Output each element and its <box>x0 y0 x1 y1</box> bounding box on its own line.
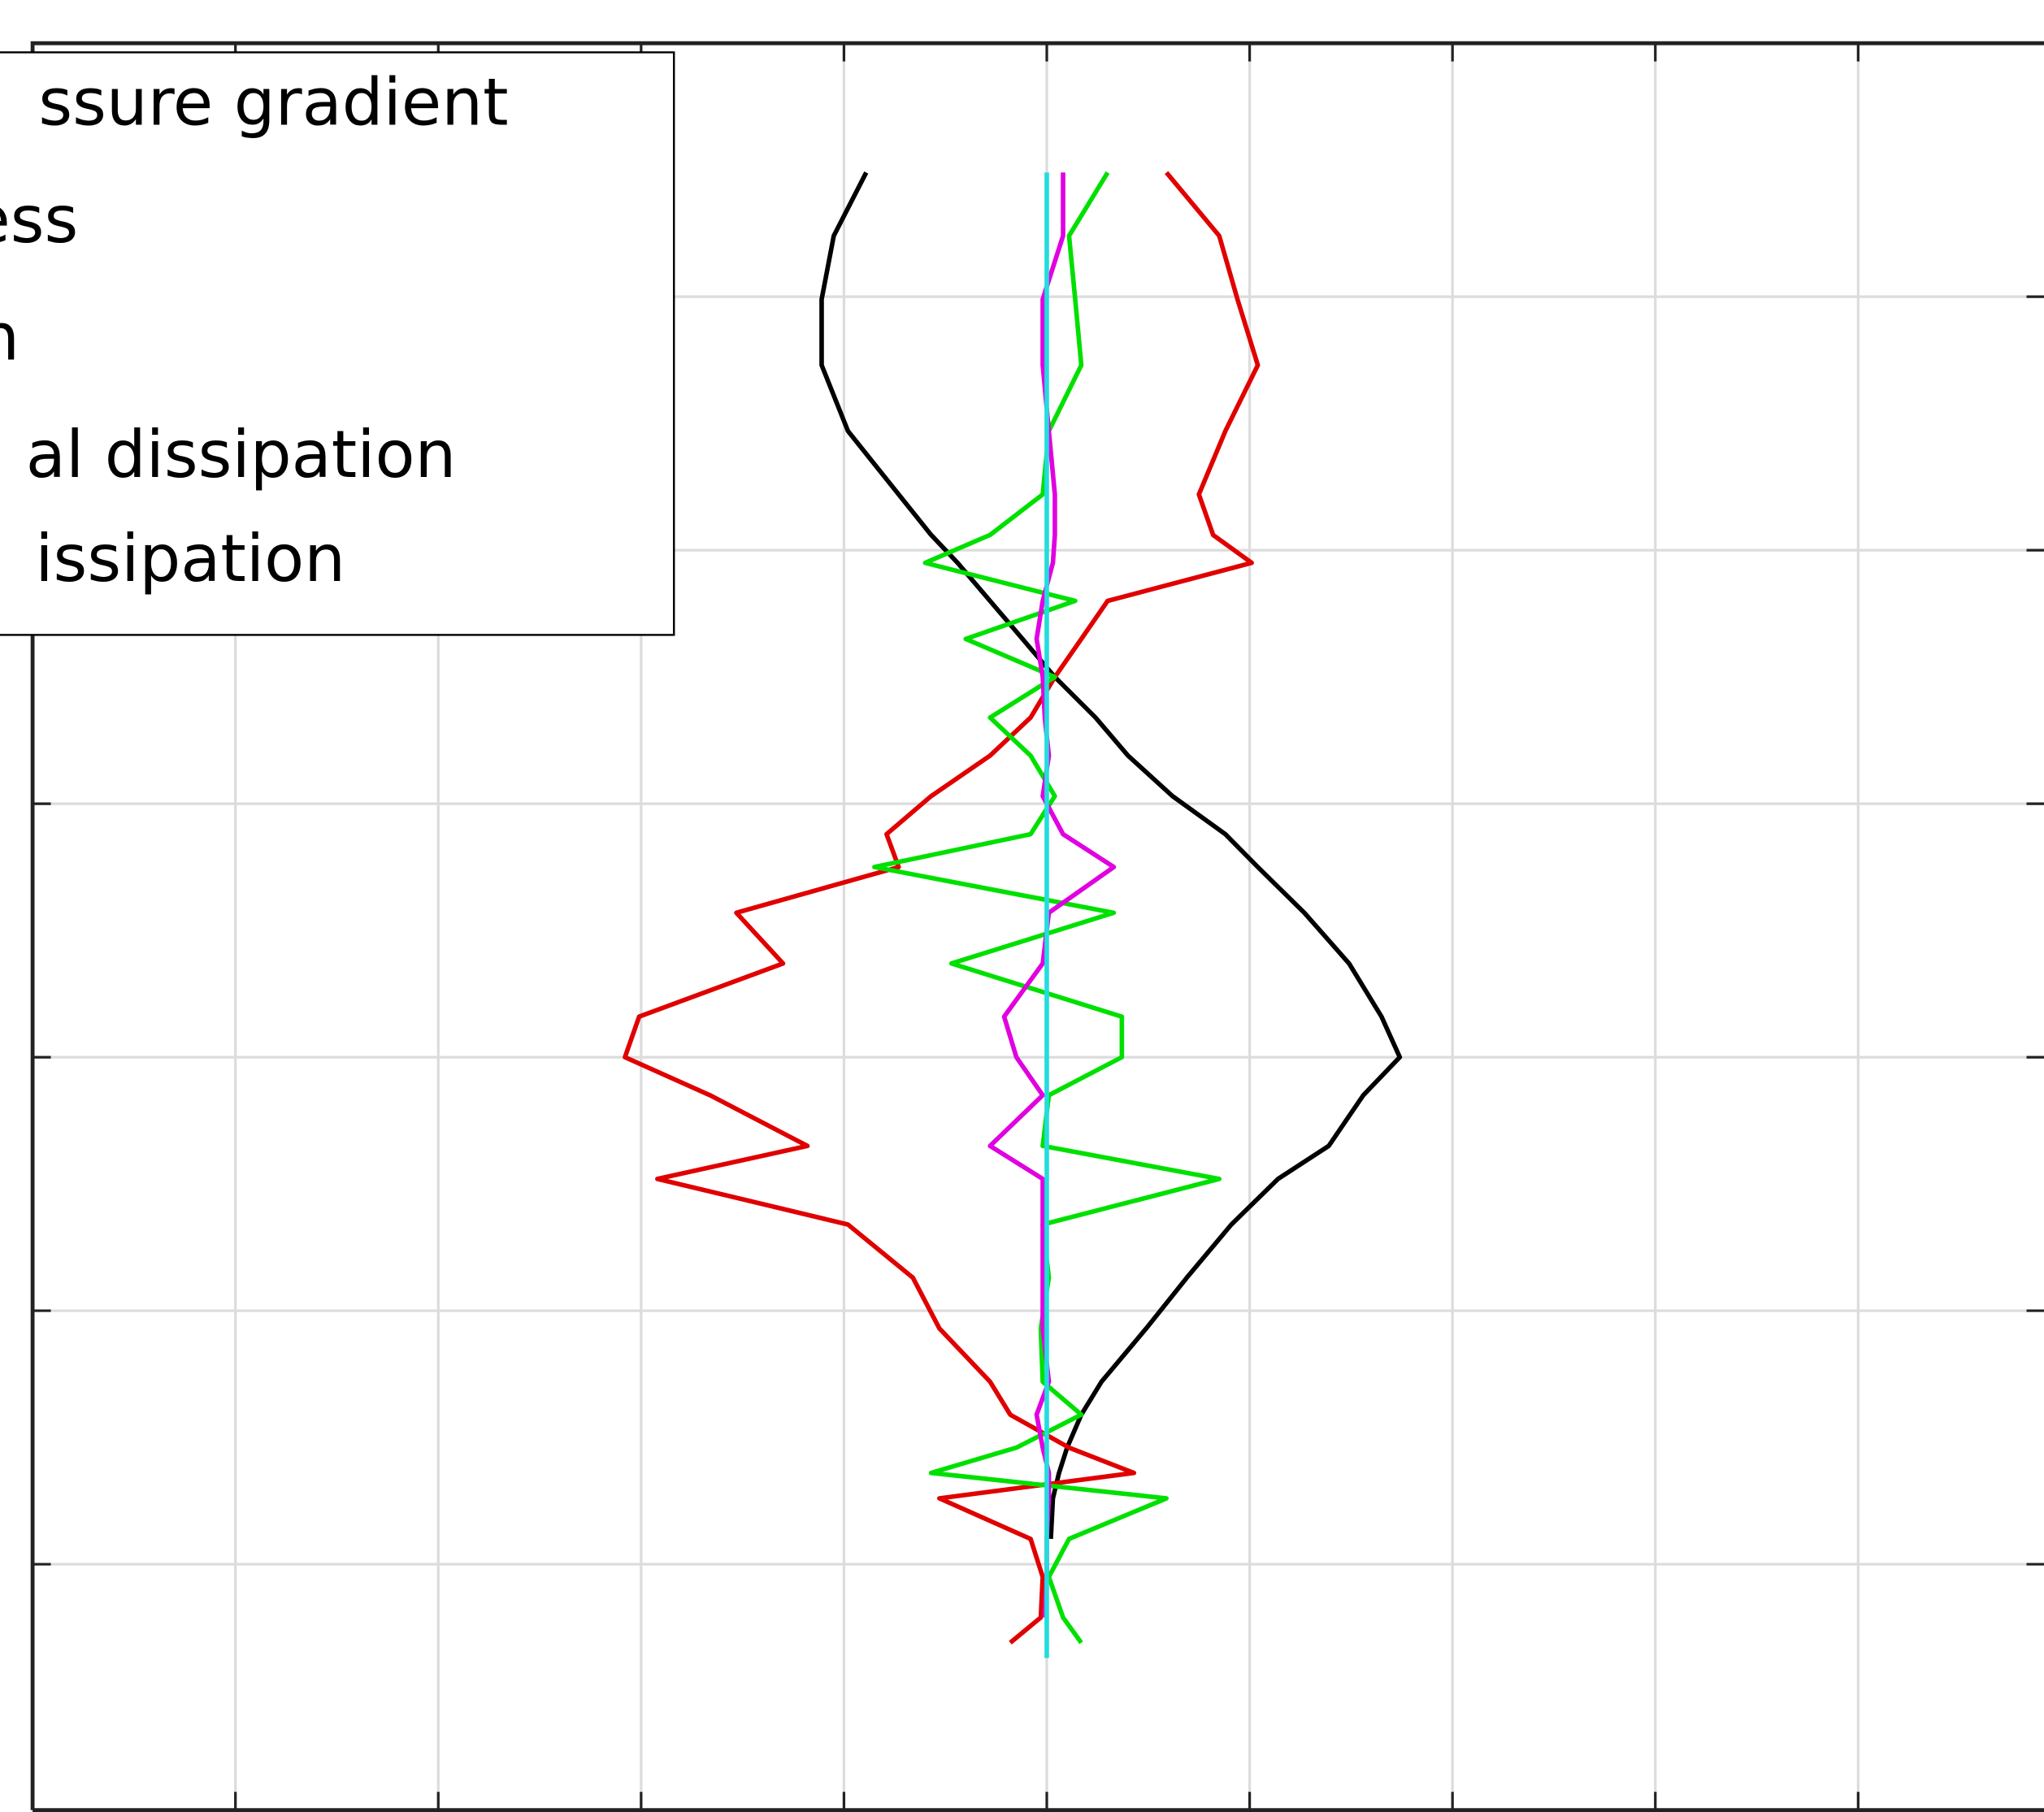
legend-label: al dissipation <box>26 417 457 492</box>
legend-box <box>0 51 675 636</box>
axis-frame <box>30 41 2044 1812</box>
series-line <box>819 171 1403 1540</box>
legend-label: n <box>0 299 20 375</box>
legend-label: ess <box>0 182 78 258</box>
series-line <box>872 171 1222 1645</box>
series-line <box>623 171 1261 1645</box>
legend-label: ssure gradient <box>38 65 508 141</box>
legend: ssure gradient ess nal dissipation issipati… <box>0 51 675 636</box>
legend-label: issipation <box>35 521 345 596</box>
